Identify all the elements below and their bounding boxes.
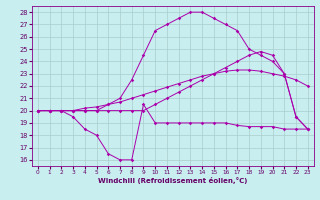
- X-axis label: Windchill (Refroidissement éolien,°C): Windchill (Refroidissement éolien,°C): [98, 177, 247, 184]
